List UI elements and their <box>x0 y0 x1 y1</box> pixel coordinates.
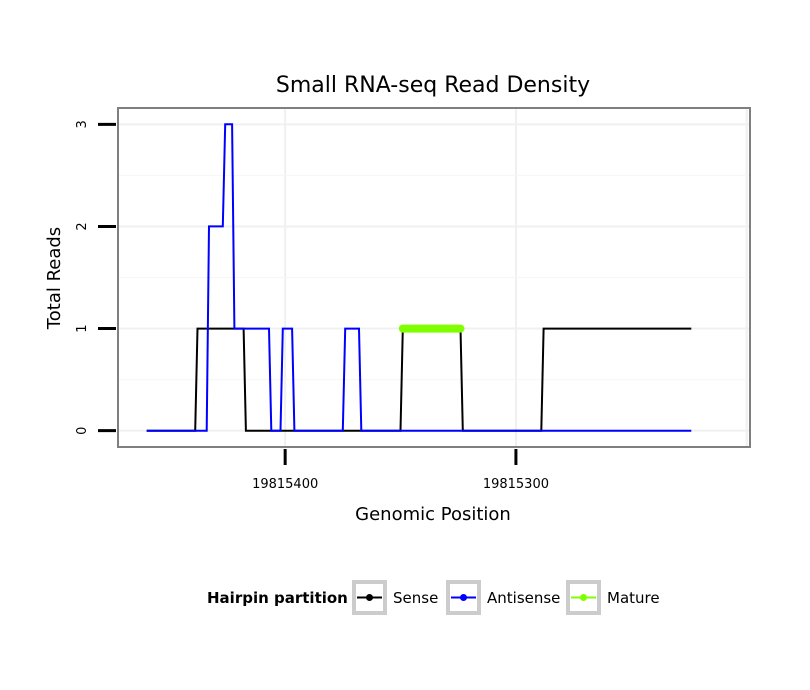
legend-point-mature <box>580 594 587 601</box>
y-tick-label: 2 <box>75 222 90 230</box>
legend-label-sense: Sense <box>393 589 438 607</box>
legend: Hairpin partition Sense Antisense Mature <box>207 580 660 615</box>
x-axis: 19815400 19815300 <box>252 449 549 492</box>
y-tick-label: 1 <box>75 324 90 332</box>
legend-item-antisense: Antisense <box>446 580 560 615</box>
legend-point-antisense <box>460 594 467 601</box>
y-tick-label: 3 <box>75 120 90 128</box>
series-line-antisense <box>146 123 692 432</box>
y-axis-label: Total Reads <box>44 227 65 330</box>
series-lines <box>146 123 692 432</box>
legend-point-sense <box>366 594 373 601</box>
legend-item-mature: Mature <box>566 580 660 615</box>
legend-label-antisense: Antisense <box>487 589 560 607</box>
x-axis-label: Genomic Position <box>355 504 511 525</box>
x-tick-label: 19815300 <box>483 477 549 492</box>
legend-item-sense: Sense <box>352 580 438 615</box>
y-axis: 0 1 2 3 <box>75 120 116 435</box>
y-tick-label: 0 <box>75 427 90 435</box>
chart-title: Small RNA-seq Read Density <box>276 73 590 98</box>
legend-label-mature: Mature <box>607 589 660 607</box>
series-line-sense <box>146 327 692 432</box>
x-tick-label: 19815400 <box>252 477 318 492</box>
legend-title: Hairpin partition <box>207 589 348 607</box>
